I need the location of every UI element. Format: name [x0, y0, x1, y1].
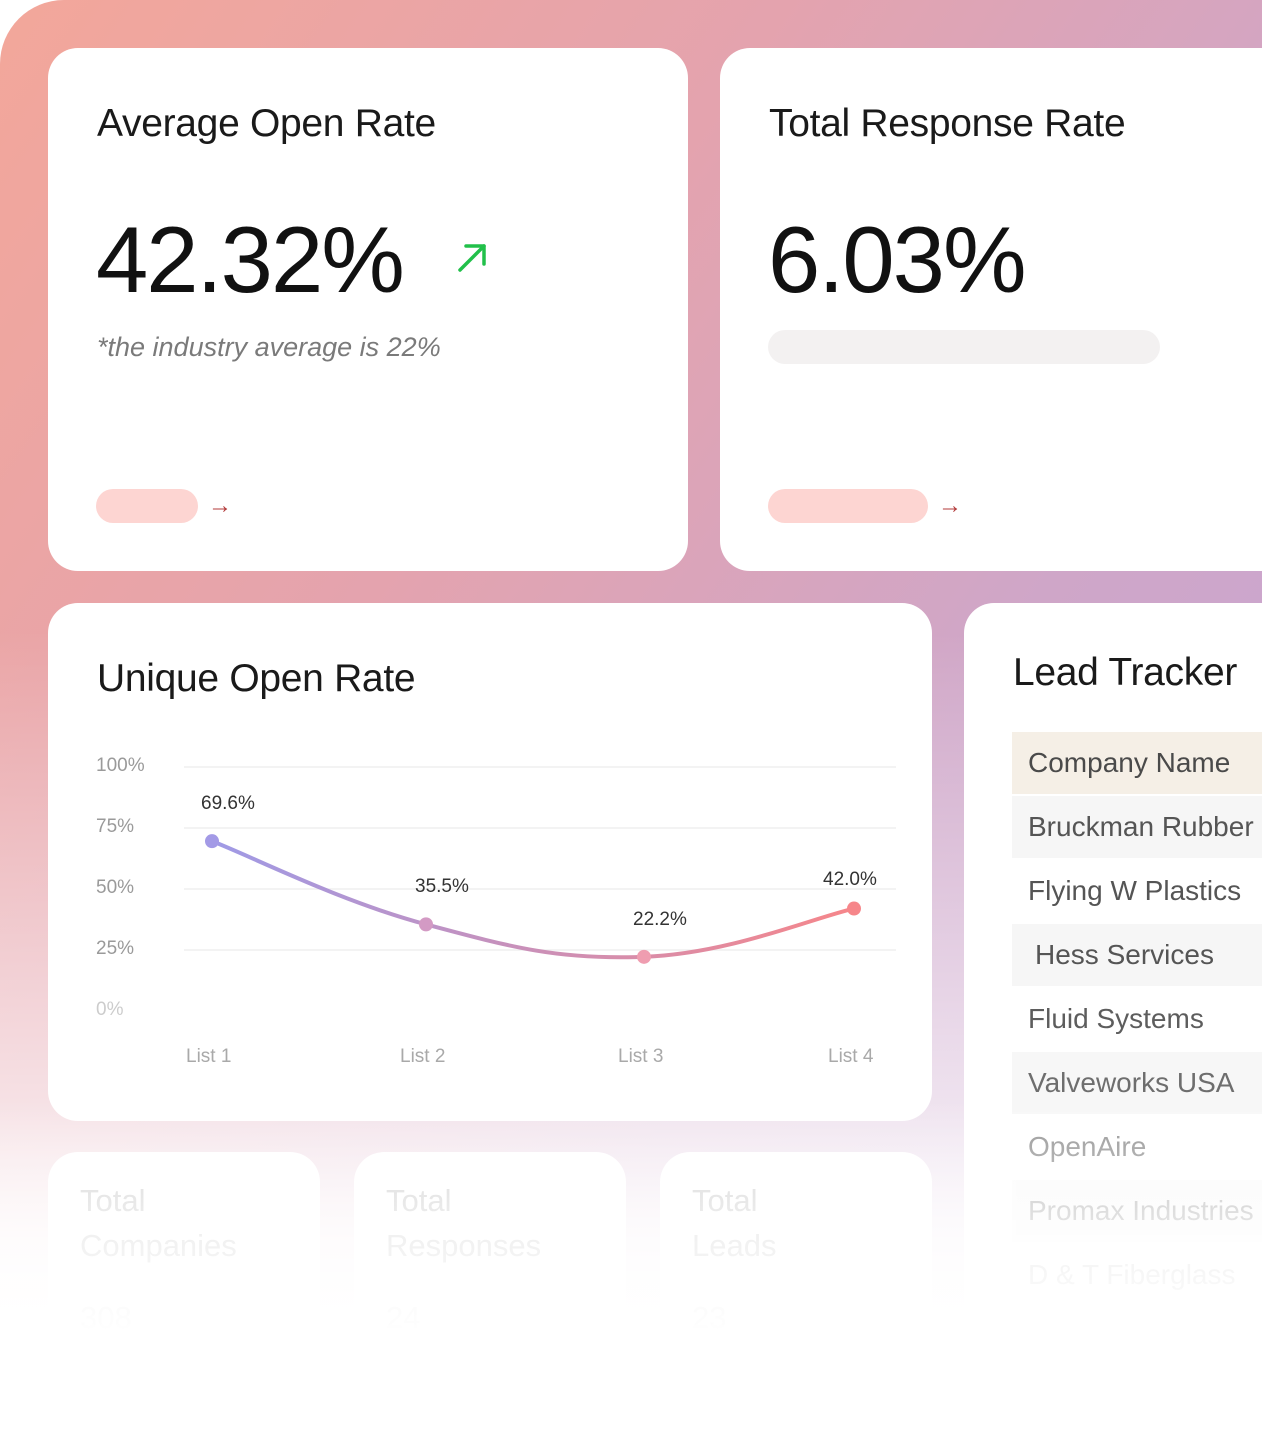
x-category-label: List 3 — [618, 1046, 664, 1067]
y-tick-label: 100% — [96, 755, 145, 776]
lead-row[interactable]: Bruckman Rubber — [1012, 796, 1262, 858]
arrow-up-right-icon — [452, 238, 492, 278]
unique-open-rate-title: Unique Open Rate — [97, 657, 416, 700]
stat-label-line1: Total — [692, 1183, 758, 1218]
lead-tracker-header: Company Name — [1012, 732, 1262, 794]
open-rate-link-arrow-icon[interactable]: → — [208, 492, 232, 519]
unique-open-rate-chart: 100% 75% 50% 25% 0% 69.6% List 1 35.5% List 2 22.… — [48, 603, 932, 1121]
stat-label: Total Leads — [692, 1178, 776, 1268]
x-category-label: List 2 — [400, 1046, 446, 1067]
stat-label-line1: Total — [80, 1183, 146, 1218]
data-point[interactable] — [847, 901, 861, 916]
response-rate-card: Total Response Rate 6.03% → — [720, 48, 1262, 571]
lead-row[interactable]: D & T Fiberglass — [1028, 1259, 1236, 1290]
lead-row[interactable]: OpenAire — [1028, 1131, 1147, 1162]
stat-value: 23 — [692, 1300, 727, 1335]
data-point[interactable] — [205, 834, 219, 849]
response-rate-title: Total Response Rate — [769, 102, 1126, 145]
stat-value: 24 — [386, 1300, 421, 1335]
x-category-label: List 4 — [828, 1046, 874, 1067]
data-point[interactable] — [637, 949, 651, 964]
stat-label-line1: Total — [386, 1183, 452, 1218]
lead-tracker-card: Lead Tracker Company Name Bruckman Rubbe… — [964, 603, 1262, 1403]
chart-svg — [184, 766, 896, 964]
open-rate-card: Average Open Rate 42.32% *the industry a… — [48, 48, 688, 571]
open-rate-value: 42.32% — [96, 207, 405, 312]
industry-average-note: *the industry average is 22% — [97, 332, 441, 362]
stat-label-line2: Companies — [80, 1228, 237, 1263]
data-label: 35.5% — [415, 876, 469, 898]
stat-card-total-leads: Total Leads 23 — [660, 1152, 932, 1432]
data-point[interactable] — [419, 917, 433, 932]
y-tick-label: 0% — [96, 999, 124, 1020]
stat-label-line2: Leads — [692, 1228, 777, 1263]
lead-row[interactable]: Promax Industries — [1012, 1180, 1262, 1242]
open-rate-link-pill[interactable] — [96, 489, 198, 523]
stat-label-line2: Responses — [386, 1228, 542, 1263]
response-rate-link-arrow-icon[interactable]: → — [938, 492, 962, 519]
stat-value: 308 — [80, 1300, 132, 1335]
stat-card-total-companies: Total Companies 308 — [48, 1152, 320, 1432]
y-tick-label: 25% — [96, 938, 135, 959]
lead-row[interactable]: Hess Services — [1012, 924, 1262, 986]
stat-label: Total Companies — [80, 1178, 237, 1268]
series-line — [210, 839, 856, 960]
open-rate-title: Average Open Rate — [97, 102, 436, 145]
x-category-label: List 1 — [186, 1046, 232, 1067]
stat-label: Total Responses — [386, 1178, 541, 1268]
data-label: 42.0% — [823, 868, 877, 890]
lead-tracker-title: Lead Tracker — [1013, 651, 1238, 694]
data-label: 22.2% — [633, 908, 687, 930]
y-tick-label: 50% — [96, 877, 135, 898]
data-label: 69.6% — [201, 793, 255, 815]
response-rate-skeleton-bar — [768, 330, 1160, 364]
lead-row[interactable]: Fluid Systems — [1028, 1003, 1204, 1034]
unique-open-rate-card: Unique Open Rate 100% 75% 50% 25% 0% 69.6% Lis… — [48, 603, 932, 1121]
response-rate-link-pill[interactable] — [768, 489, 928, 523]
y-tick-label: 75% — [96, 816, 135, 837]
lead-row[interactable]: Flying W Plastics — [1028, 875, 1242, 906]
stat-card-total-responses: Total Responses 24 — [354, 1152, 626, 1432]
response-rate-value: 6.03% — [768, 207, 1027, 312]
lead-row[interactable]: Valveworks USA — [1012, 1052, 1262, 1114]
